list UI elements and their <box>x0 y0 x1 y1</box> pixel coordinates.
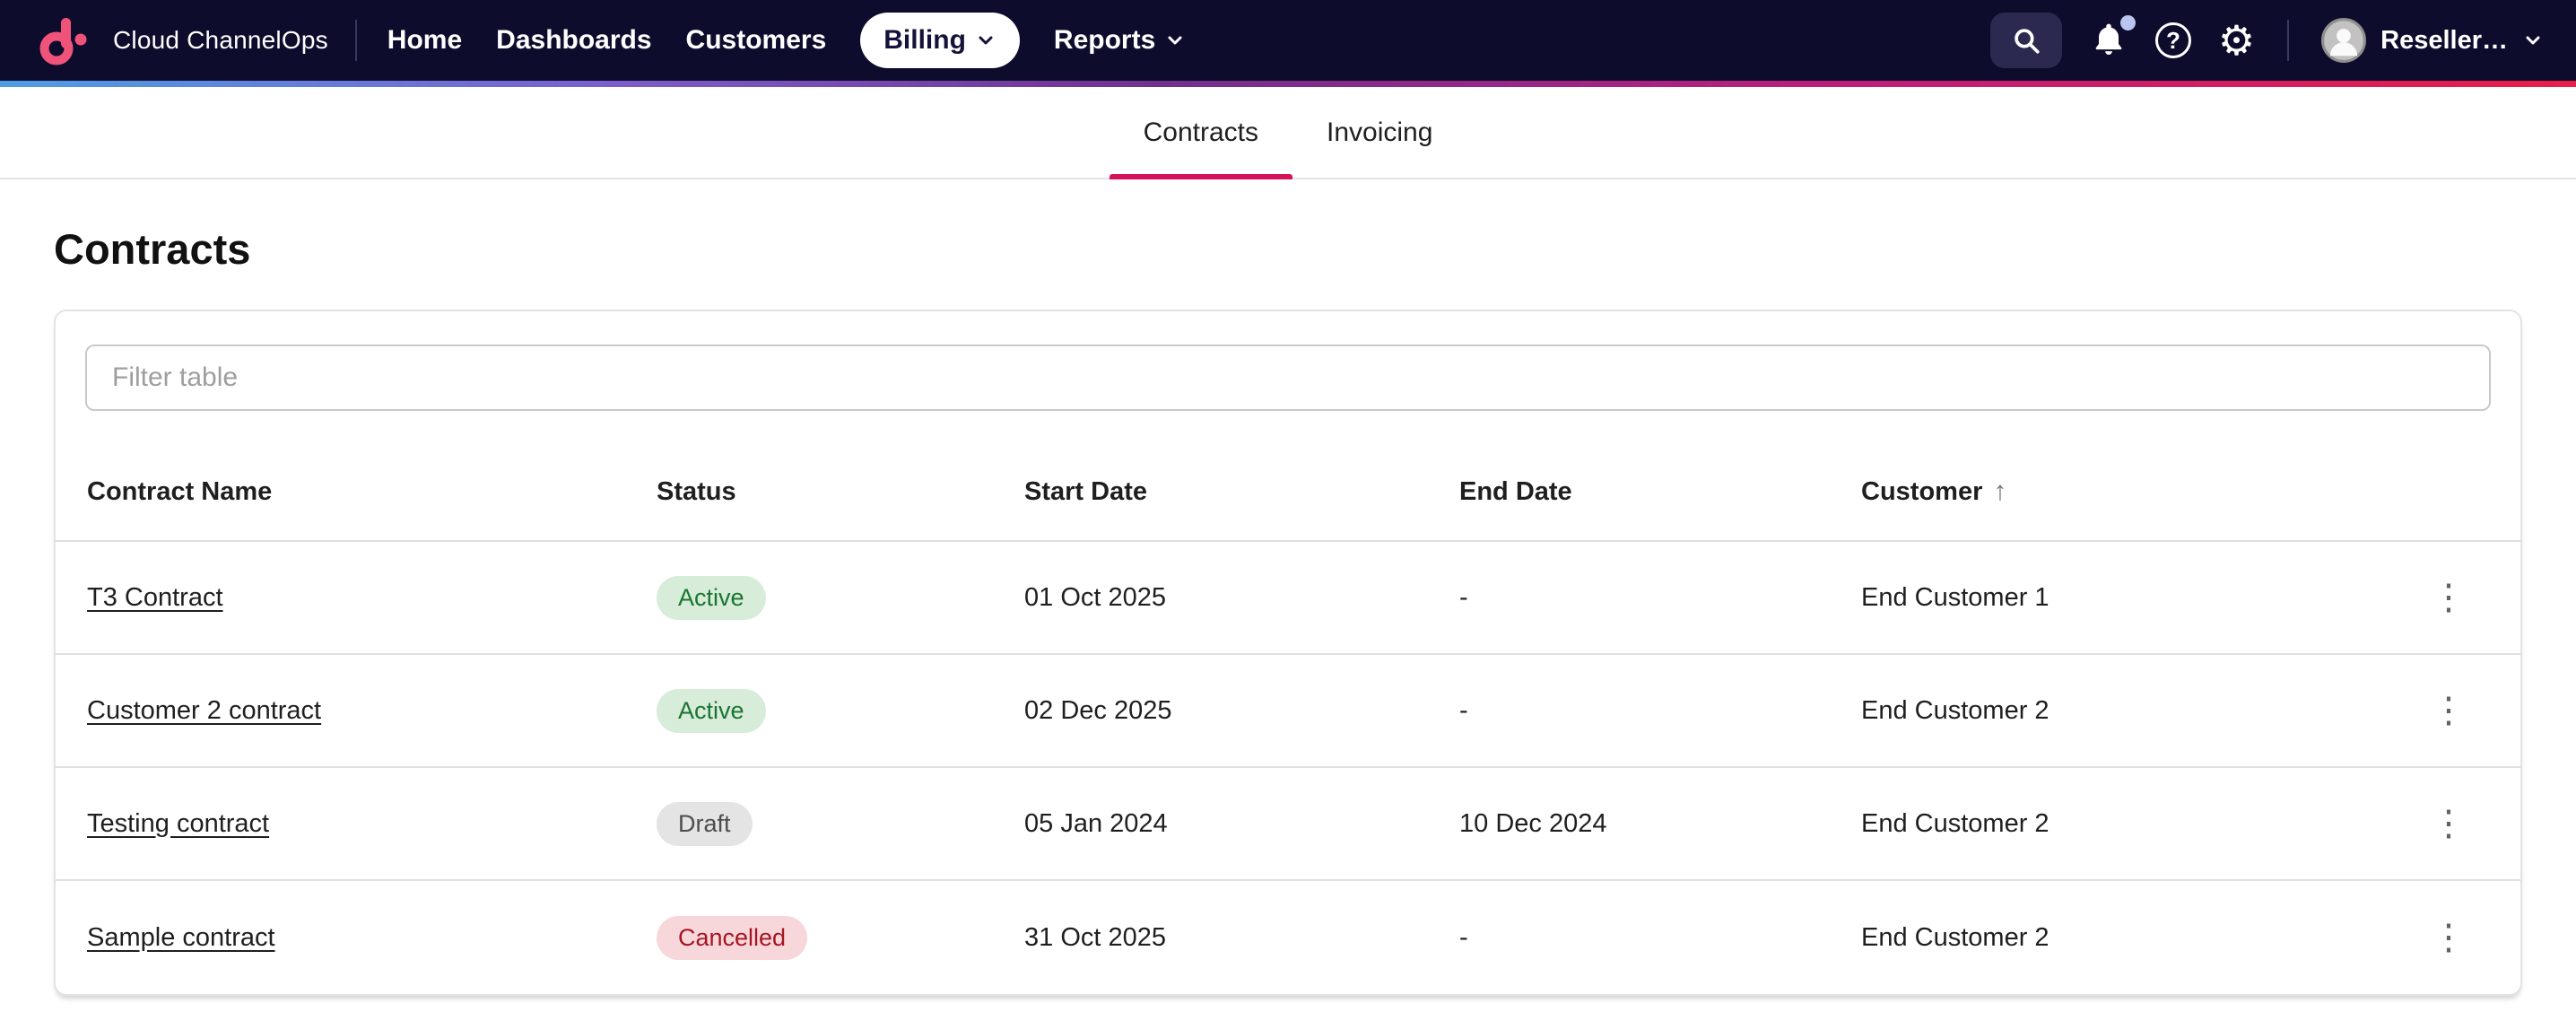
start-date-cell: 05 Jan 2024 <box>1024 808 1168 838</box>
table-row: T3 Contract Active 01 Oct 2025 - End Cus… <box>56 542 2520 655</box>
column-header-status[interactable]: Status <box>657 476 736 506</box>
notification-dot <box>2119 15 2136 31</box>
end-date-cell: - <box>1459 922 1468 952</box>
avatar <box>2321 18 2367 63</box>
active-tab-indicator <box>1109 174 1292 179</box>
column-header-start-date[interactable]: Start Date <box>1024 476 1147 506</box>
nav-item-billing[interactable]: Billing <box>860 13 1020 68</box>
contract-link[interactable]: Customer 2 contract <box>87 695 322 725</box>
status-badge: Draft <box>657 801 753 846</box>
start-date-cell: 31 Oct 2025 <box>1024 922 1166 952</box>
contract-link[interactable]: Testing contract <box>87 808 270 838</box>
app-logo[interactable] <box>36 12 93 69</box>
nav-item-dashboards[interactable]: Dashboards <box>496 25 652 55</box>
column-header-contract-name[interactable]: Contract Name <box>87 476 273 506</box>
bell-icon <box>2095 23 2122 55</box>
search-button[interactable] <box>1989 13 2062 68</box>
customer-cell: End Customer 2 <box>1861 922 2049 952</box>
help-icon: ? <box>2154 22 2191 58</box>
row-actions-kebab-icon[interactable]: ⋮ <box>2422 800 2476 847</box>
table-row: Sample contract Cancelled 31 Oct 2025 - … <box>56 881 2520 994</box>
nav-item-billing-label: Billing <box>883 25 966 55</box>
tab-bar: Contracts Invoicing <box>0 87 2576 179</box>
customer-cell: End Customer 2 <box>1861 808 2049 838</box>
chevron-down-icon <box>2526 36 2540 45</box>
primary-nav: Home Dashboards Customers Billing Report… <box>387 13 1186 68</box>
chevron-down-icon <box>1168 36 1182 45</box>
nav-item-customers[interactable]: Customers <box>685 25 827 55</box>
user-menu-button[interactable]: Reseller… <box>2321 18 2544 63</box>
end-date-cell: 10 Dec 2024 <box>1459 808 1607 838</box>
end-date-cell: - <box>1459 695 1468 725</box>
end-date-cell: - <box>1459 582 1468 612</box>
table-header-row: Contract Name Status Start Date End Date… <box>56 443 2520 542</box>
settings-button[interactable]: ⚙ <box>2218 20 2255 61</box>
nav-divider <box>354 20 357 61</box>
column-header-end-date[interactable]: End Date <box>1459 476 1572 506</box>
search-icon <box>2015 29 2040 54</box>
table-row: Customer 2 contract Active 02 Dec 2025 -… <box>56 655 2520 768</box>
brand-name: Cloud ChannelOps <box>113 26 328 54</box>
nav-item-reports-label: Reports <box>1053 25 1156 55</box>
top-nav: Cloud ChannelOps Home Dashboards Custome… <box>0 0 2576 81</box>
contracts-card: Contract Name Status Start Date End Date… <box>54 310 2522 996</box>
contract-link[interactable]: Sample contract <box>87 922 275 952</box>
notifications-button[interactable] <box>2089 15 2136 60</box>
chevron-down-icon <box>979 36 993 45</box>
status-badge: Cancelled <box>657 915 808 960</box>
row-actions-kebab-icon[interactable]: ⋮ <box>2422 914 2476 961</box>
brand-d-icon <box>39 18 87 65</box>
nav-item-home[interactable]: Home <box>387 25 463 55</box>
page-title: Contracts <box>54 225 251 273</box>
tab-contracts-label: Contracts <box>1143 117 1258 147</box>
main-content: Contracts Contract Name Status Start Dat… <box>0 224 2576 996</box>
row-actions-kebab-icon[interactable]: ⋮ <box>2422 687 2476 734</box>
tab-invoicing-label: Invoicing <box>1326 117 1433 147</box>
nav-gradient-divider <box>0 81 2576 87</box>
tab-contracts[interactable]: Contracts <box>1109 87 1292 179</box>
start-date-cell: 01 Oct 2025 <box>1024 582 1166 612</box>
start-date-cell: 02 Dec 2025 <box>1024 695 1172 725</box>
tab-invoicing[interactable]: Invoicing <box>1292 87 1466 178</box>
status-badge: Active <box>657 575 766 620</box>
customer-cell: End Customer 1 <box>1861 582 2049 612</box>
gear-icon: ⚙ <box>2217 17 2256 64</box>
nav-item-reports[interactable]: Reports <box>1054 25 1186 56</box>
sort-ascending-icon[interactable]: ↑ <box>1993 476 2007 506</box>
status-badge: Active <box>657 688 766 733</box>
help-button[interactable]: ? <box>2154 22 2191 58</box>
contract-link[interactable]: T3 Contract <box>87 582 223 612</box>
row-actions-kebab-icon[interactable]: ⋮ <box>2422 574 2476 621</box>
column-header-customer[interactable]: Customer ↑ <box>1861 476 2007 506</box>
filter-input[interactable] <box>85 345 2491 411</box>
user-name: Reseller… <box>2380 25 2508 55</box>
nav-divider <box>2287 20 2290 61</box>
table-row: Testing contract Draft 05 Jan 2024 10 De… <box>56 768 2520 881</box>
customer-cell: End Customer 2 <box>1861 695 2049 725</box>
